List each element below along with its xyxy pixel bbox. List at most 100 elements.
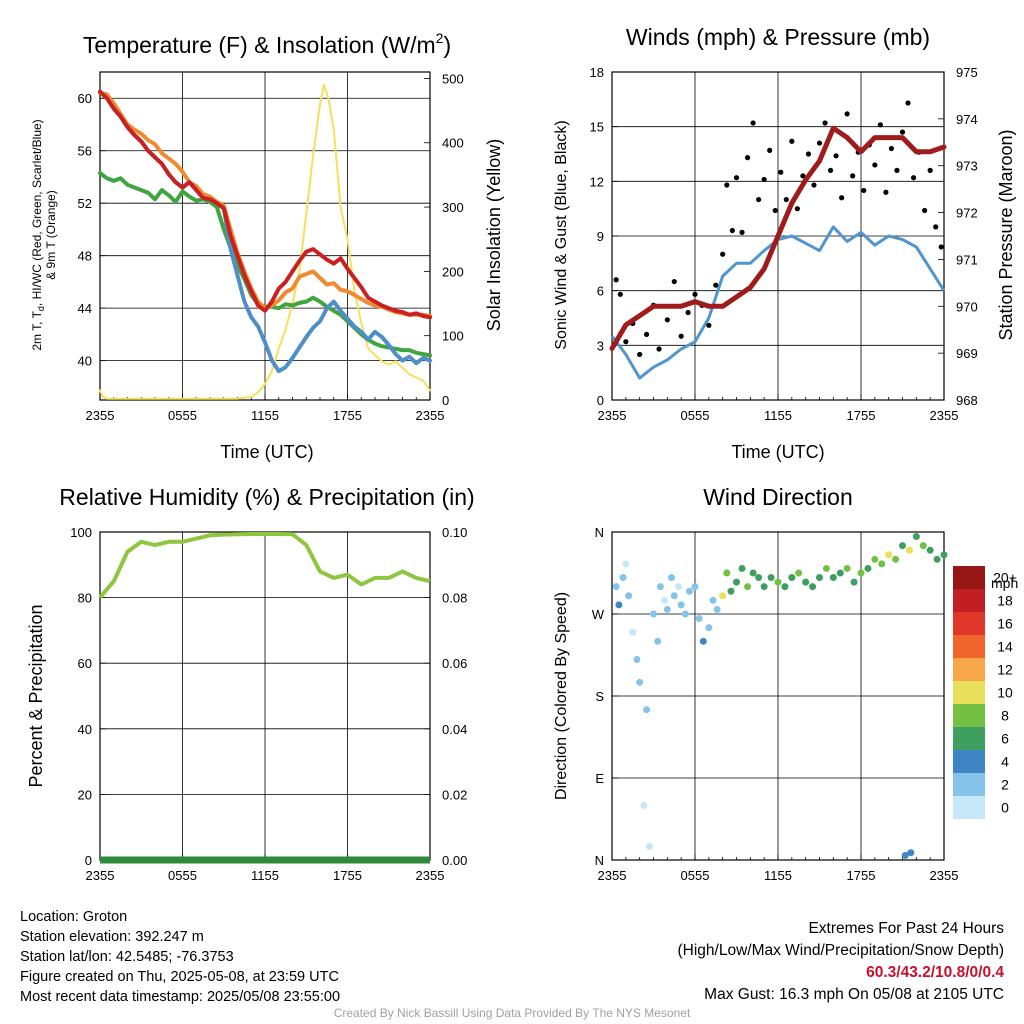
y-tick-label: 12 <box>590 174 604 189</box>
y2-tick-label: 972 <box>956 206 978 221</box>
legend-label: 16 <box>997 616 1013 632</box>
direction-point <box>667 574 675 582</box>
gust-point <box>656 346 662 352</box>
y2-tick-label: 0 <box>442 393 449 408</box>
x-tick-label: 2355 <box>416 868 445 883</box>
direction-point <box>905 546 913 554</box>
direction-point <box>749 569 757 577</box>
y2-tick-label: 0.06 <box>442 656 467 671</box>
direction-point <box>940 551 948 559</box>
wind-plot: 2355 0555 1155 1755 235503691215189689699709… <box>590 65 978 423</box>
legend-swatch <box>953 589 985 612</box>
legend-swatch <box>953 612 985 635</box>
gust-point <box>850 173 856 179</box>
direction-point <box>878 560 886 568</box>
gust-point <box>692 291 698 297</box>
x-tick-label: 0555 <box>168 868 197 883</box>
y2-tick-label: 974 <box>956 112 978 127</box>
direction-point <box>829 574 837 582</box>
gust-point <box>643 331 650 337</box>
direction-point <box>843 564 851 572</box>
direction-point <box>933 555 941 563</box>
direction-point <box>661 596 669 604</box>
direction-point <box>892 555 900 563</box>
direction-point <box>685 587 693 595</box>
legend-swatch <box>953 704 985 727</box>
direction-point <box>643 706 651 714</box>
x-tick-label: 1155 <box>251 868 279 883</box>
x-tick-label: 2355 <box>930 408 959 423</box>
legend-label: 0 <box>1001 800 1009 816</box>
series-line <box>609 125 947 351</box>
direction-point <box>645 842 653 850</box>
y-tick-label: S <box>595 689 604 704</box>
wind-ylabel-left: Sonic Wind & Gust (Blue, Black) <box>553 120 570 349</box>
x-tick-label: 2355 <box>598 868 627 883</box>
direction-point <box>713 605 721 613</box>
max-gust: Max Gust: 16.3 mph On 05/08 at 2105 UTC <box>704 986 1004 1003</box>
direction-point <box>677 601 685 609</box>
legend-swatch <box>953 658 985 681</box>
direction-point <box>727 587 735 595</box>
plot-frame <box>611 531 945 861</box>
y-tick-label: 9 <box>597 229 604 244</box>
gust-point <box>910 175 917 181</box>
temp-plot: 2355 0555 1155 1755 2355 40 44 48 52 56 60 0 100 200 3… <box>78 71 464 423</box>
direction-point <box>674 583 682 591</box>
legend-swatch <box>953 796 985 819</box>
gust-point <box>613 277 619 283</box>
direction-point <box>733 578 740 586</box>
gust-point <box>938 244 944 250</box>
temp-title: Temperature (F) & Insolation (W/m2) <box>83 30 451 58</box>
gust-point <box>833 153 839 159</box>
gust-point <box>637 351 643 358</box>
y2-tick-label: 0.08 <box>442 591 467 606</box>
y2-tick-label: 0.02 <box>442 787 467 802</box>
y2-tick-label: 971 <box>956 252 978 267</box>
direction-point <box>719 592 727 600</box>
direction-point <box>802 578 810 586</box>
extremes-sub: (High/Low/Max Wind/Precipitation/Snow De… <box>677 942 1005 959</box>
legend-label: 6 <box>1001 731 1009 747</box>
speed-legend: 0 2 4 6 8 10 12 14 16 18 20+ <box>953 566 1017 819</box>
direction-point <box>760 583 768 591</box>
series-line <box>98 532 431 599</box>
gust-point <box>783 196 789 203</box>
direction-point <box>723 569 731 577</box>
legend-swatch <box>953 727 985 750</box>
direction-point <box>926 546 934 554</box>
gust-point <box>772 207 778 214</box>
x-tick-label: 2355 <box>86 868 115 883</box>
gust-point <box>778 169 784 175</box>
direction-point <box>619 574 627 582</box>
gust-point <box>729 227 735 234</box>
direction-point <box>681 610 689 618</box>
gust-point <box>888 145 895 152</box>
direction-point <box>663 605 671 613</box>
gust-point <box>905 100 911 106</box>
direction-point <box>795 569 803 577</box>
y-tick-label: 40 <box>78 722 92 737</box>
y2-tick-label: 970 <box>956 299 978 314</box>
direction-point <box>822 564 830 572</box>
legend-label: 12 <box>997 662 1013 678</box>
direction-point <box>857 569 865 577</box>
direction-point <box>656 583 664 591</box>
gust-point <box>927 167 933 173</box>
gust-point <box>617 291 623 297</box>
temp-ylabel-right: Solar Insolation (Yellow) <box>484 139 504 331</box>
gust-point <box>805 151 812 157</box>
gust-point <box>883 189 889 195</box>
direction-point <box>836 569 844 577</box>
gust-point <box>739 229 745 235</box>
legend-title: mph <box>991 575 1018 591</box>
temp-ylabel-left: 2m T, Td, HI/WC (Red, Green, Scarlet/Blu… <box>30 119 46 350</box>
direction-point <box>705 624 713 632</box>
gust-point <box>756 196 762 203</box>
gust-point <box>789 138 795 144</box>
dir-title: Wind Direction <box>703 484 853 510</box>
gust-point <box>720 251 726 257</box>
gust-point <box>733 175 740 181</box>
y-tick-label: 80 <box>78 591 92 606</box>
plot-frame <box>611 71 945 401</box>
